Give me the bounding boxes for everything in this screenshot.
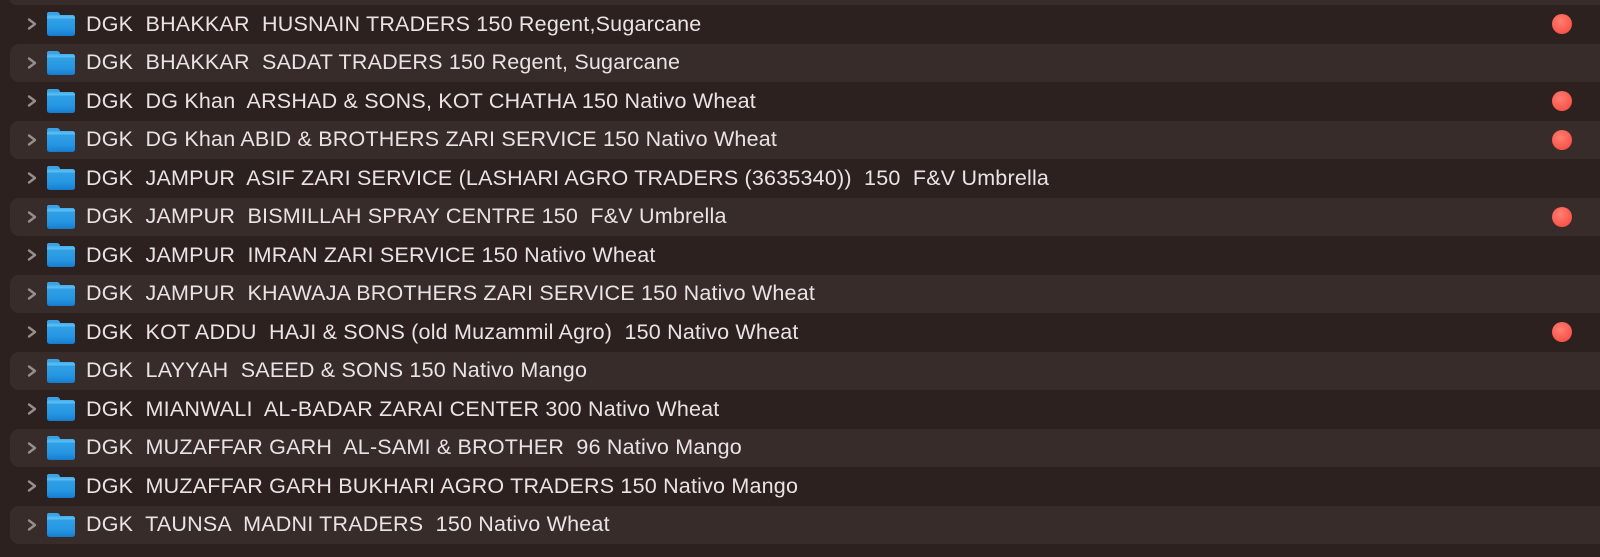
- folder-name-label: DGK JAMPUR ASIF ZARI SERVICE (LASHARI AG…: [86, 165, 1050, 190]
- chevron-right-icon[interactable]: [24, 287, 38, 301]
- folder-icon: [47, 12, 75, 37]
- folder-icon: [47, 89, 75, 114]
- folder-row[interactable]: DGK DG Khan ABID & BROTHERS ZARI SERVICE…: [0, 120, 1600, 160]
- chevron-right-icon[interactable]: [24, 364, 38, 378]
- folder-row[interactable]: DGK MUZAFFAR GARH BUKHARI AGRO TRADERS 1…: [0, 467, 1600, 506]
- chevron-right-icon[interactable]: [24, 479, 38, 493]
- folder-name-label: DGK BHAKKAR SADAT TRADERS 150 Regent, Su…: [86, 50, 681, 75]
- folder-icon: [47, 512, 75, 537]
- folder-name-label: DGK JAMPUR IMRAN ZARI SERVICE 150 Nativo…: [86, 242, 656, 267]
- red-tag-dot: [1552, 14, 1572, 35]
- folder-icon: [47, 474, 75, 499]
- folder-icon: [47, 127, 75, 152]
- partial-row-above: [10, 0, 1600, 5]
- folder-name-label: DGK KOT ADDU HAJI & SONS (old Muzammil A…: [86, 319, 799, 344]
- folder-icon: [47, 435, 75, 460]
- folder-icon: [47, 166, 75, 191]
- chevron-right-icon[interactable]: [24, 17, 38, 31]
- folder-row[interactable]: DGK BHAKKAR HUSNAIN TRADERS 150 Regent,S…: [0, 5, 1600, 44]
- chevron-right-icon[interactable]: [24, 94, 38, 108]
- chevron-right-icon[interactable]: [24, 133, 38, 147]
- red-tag-dot: [1552, 91, 1572, 112]
- folder-row[interactable]: DGK KOT ADDU HAJI & SONS (old Muzammil A…: [0, 313, 1600, 352]
- folder-name-label: DGK MUZAFFAR GARH AL-SAMI & BROTHER 96 N…: [86, 435, 742, 460]
- chevron-right-icon[interactable]: [24, 171, 38, 185]
- folder-name-label: DGK JAMPUR KHAWAJA BROTHERS ZARI SERVICE…: [86, 281, 816, 306]
- chevron-right-icon[interactable]: [24, 518, 38, 532]
- folder-name-label: DGK DG Khan ABID & BROTHERS ZARI SERVICE…: [86, 127, 778, 152]
- folder-row[interactable]: DGK TAUNSA MADNI TRADERS 150 Nativo Whea…: [0, 505, 1600, 545]
- red-tag-dot: [1552, 322, 1572, 343]
- chevron-right-icon[interactable]: [24, 441, 38, 455]
- folder-row[interactable]: DGK DG Khan ARSHAD & SONS, KOT CHATHA 15…: [0, 82, 1600, 121]
- folder-row[interactable]: DGK JAMPUR ASIF ZARI SERVICE (LASHARI AG…: [0, 159, 1600, 198]
- folder-icon: [47, 358, 75, 383]
- folder-name-label: DGK LAYYAH SAEED & SONS 150 Nativo Mango: [86, 358, 588, 383]
- chevron-right-icon[interactable]: [24, 210, 38, 224]
- folder-row[interactable]: DGK MUZAFFAR GARH AL-SAMI & BROTHER 96 N…: [0, 428, 1600, 468]
- folder-name-label: DGK DG Khan ARSHAD & SONS, KOT CHATHA 15…: [86, 88, 756, 113]
- folder-name-label: DGK BHAKKAR HUSNAIN TRADERS 150 Regent,S…: [86, 11, 702, 36]
- folder-icon: [47, 204, 75, 229]
- folder-row[interactable]: DGK JAMPUR BISMILLAH SPRAY CENTRE 150 F&…: [0, 197, 1600, 237]
- chevron-right-icon[interactable]: [24, 325, 38, 339]
- folder-icon: [47, 320, 75, 345]
- red-tag-dot: [1552, 206, 1572, 227]
- folder-icon: [47, 243, 75, 268]
- folder-icon: [47, 50, 75, 75]
- folder-name-label: DGK MIANWALI AL-BADAR ZARAI CENTER 300 N…: [86, 396, 720, 421]
- folder-name-label: DGK TAUNSA MADNI TRADERS 150 Nativo Whea…: [86, 512, 610, 537]
- folder-row[interactable]: DGK BHAKKAR SADAT TRADERS 150 Regent, Su…: [0, 43, 1600, 83]
- folder-row[interactable]: DGK JAMPUR KHAWAJA BROTHERS ZARI SERVICE…: [0, 274, 1600, 314]
- folder-icon: [47, 397, 75, 422]
- folder-icon: [47, 281, 75, 306]
- folder-name-label: DGK JAMPUR BISMILLAH SPRAY CENTRE 150 F&…: [86, 204, 727, 229]
- chevron-right-icon[interactable]: [24, 248, 38, 262]
- folder-row[interactable]: DGK MIANWALI AL-BADAR ZARAI CENTER 300 N…: [0, 390, 1600, 429]
- red-tag-dot: [1552, 129, 1572, 150]
- chevron-right-icon[interactable]: [24, 56, 38, 70]
- chevron-right-icon[interactable]: [24, 402, 38, 416]
- folder-row[interactable]: DGK LAYYAH SAEED & SONS 150 Nativo Mango: [0, 351, 1600, 391]
- folder-row[interactable]: DGK JAMPUR IMRAN ZARI SERVICE 150 Nativo…: [0, 236, 1600, 275]
- folder-name-label: DGK MUZAFFAR GARH BUKHARI AGRO TRADERS 1…: [86, 473, 799, 498]
- folder-rows-container: DGK BHAKKAR HUSNAIN TRADERS 150 Regent,S…: [0, 5, 1600, 544]
